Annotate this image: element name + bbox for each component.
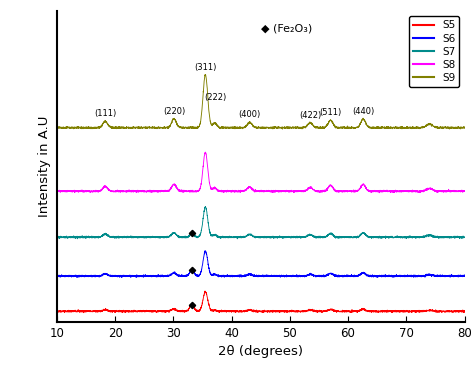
S8 [350,189,356,193]
S5 [449,310,455,314]
S6 [350,274,356,279]
S8 [226,189,231,193]
S5 [429,309,435,313]
Text: (511): (511) [319,108,342,117]
Line: S7: S7 [57,207,465,239]
S6 [202,249,208,253]
Text: (222): (222) [204,93,227,102]
S9 [429,122,435,126]
S7 [248,233,254,238]
S9 [202,72,208,77]
S6 [374,275,380,280]
S5 [54,309,60,313]
S5 [202,289,208,293]
S8 [203,150,209,154]
S5 [229,309,235,314]
S8 [376,191,382,195]
S5 [248,307,254,312]
S5 [81,310,86,315]
S9 [228,126,234,130]
S6 [54,274,60,279]
Text: (400): (400) [238,110,261,119]
S7 [54,235,60,239]
S6 [228,273,234,278]
S6 [449,274,455,279]
S9 [462,126,467,131]
S7 [350,235,356,239]
S9 [248,121,254,125]
Y-axis label: Intensity in A.U: Intensity in A.U [38,116,51,217]
S6 [248,273,254,278]
S8 [248,185,254,190]
S5 [462,309,467,313]
S9 [226,125,231,130]
S6 [462,273,467,278]
S7 [235,236,240,241]
Text: (311): (311) [194,63,217,72]
S8 [462,189,467,193]
S7 [429,234,435,238]
Text: (220): (220) [163,107,185,116]
S8 [228,189,234,194]
Line: S9: S9 [57,74,465,129]
X-axis label: 2θ (degrees): 2θ (degrees) [218,345,303,358]
S9 [54,125,60,130]
S5 [350,310,356,314]
S9 [350,126,356,131]
S7 [203,205,209,209]
S8 [429,187,435,191]
S7 [449,235,455,239]
S8 [54,188,60,193]
Legend: S5, S6, S7, S8, S9: S5, S6, S7, S8, S9 [409,16,459,87]
S6 [429,273,435,278]
S6 [226,274,231,278]
Text: ◆ (Fe₂O₃): ◆ (Fe₂O₃) [261,24,312,34]
S8 [449,189,455,194]
S7 [462,235,467,240]
Line: S8: S8 [57,152,465,193]
S5 [226,309,231,314]
S7 [228,235,234,239]
S9 [280,127,285,131]
S7 [226,235,231,240]
Text: (422): (422) [299,111,321,120]
S9 [449,125,455,130]
Line: S5: S5 [57,291,465,313]
Line: S6: S6 [57,251,465,278]
Text: (111): (111) [94,109,116,118]
Text: (440): (440) [352,107,374,116]
